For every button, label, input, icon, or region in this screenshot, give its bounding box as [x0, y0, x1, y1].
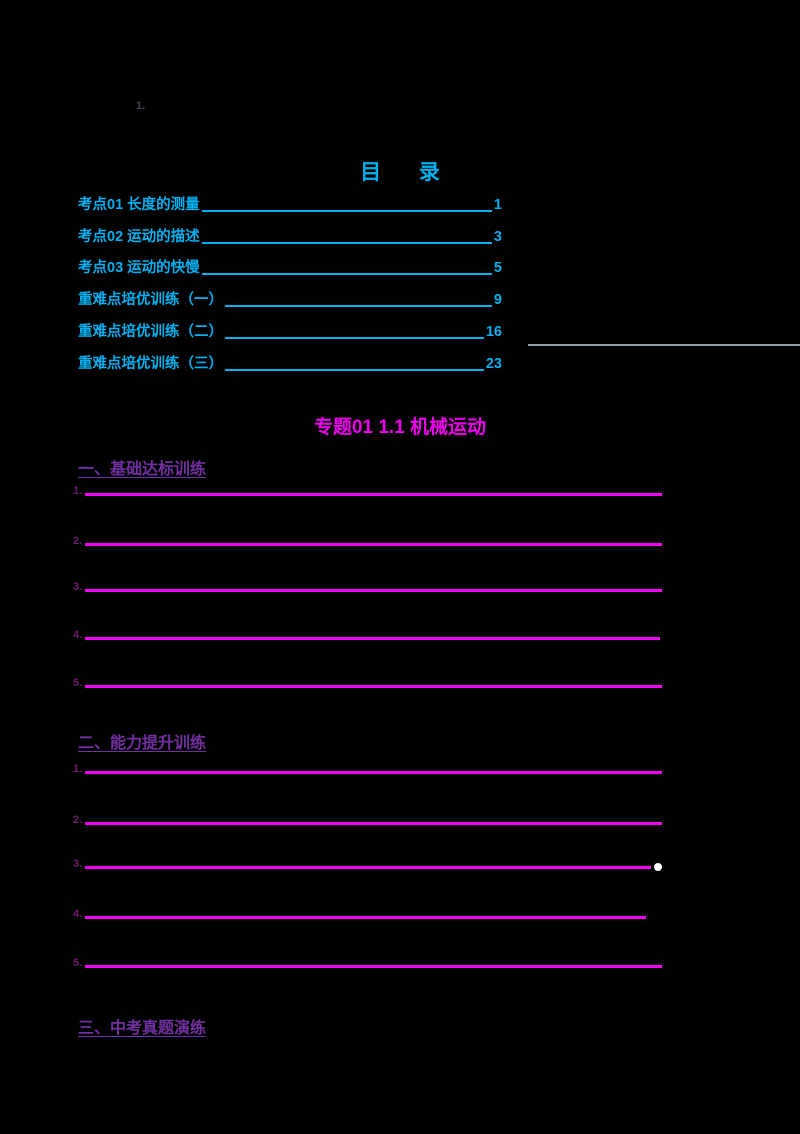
- toc-entry[interactable]: 重难点培优训练（三） 23: [78, 356, 502, 373]
- toc-page-number: 23: [485, 356, 502, 373]
- toc-leader-line: [201, 210, 492, 212]
- question-row: 3.: [73, 857, 652, 871]
- question-row: 5.: [73, 676, 663, 690]
- answer-blank-line: [85, 589, 663, 592]
- toc-entry[interactable]: 重难点培优训练（二） 16: [78, 324, 502, 341]
- toc-page-number: 1: [493, 197, 502, 214]
- toc-page-number: 9: [493, 292, 502, 309]
- toc-leader-line: [201, 242, 492, 244]
- question-number: 3.: [73, 858, 83, 870]
- toc-leader-line: [225, 337, 484, 339]
- answer-blank-line: [85, 965, 663, 968]
- question-number: 3.: [73, 581, 83, 593]
- answer-blank-line: [85, 771, 663, 774]
- toc-entry[interactable]: 重难点培优训练（一） 9: [78, 292, 502, 309]
- toc-page-number: 5: [493, 260, 502, 277]
- question-row: 2.: [73, 813, 663, 827]
- question-row: 4.: [73, 628, 661, 642]
- toc-entry-label: 考点01 长度的测量: [78, 197, 200, 214]
- toc-leader-line: [201, 273, 492, 275]
- question-number: 4.: [73, 908, 83, 920]
- question-row: 5.: [73, 956, 663, 970]
- gray-artifact-line: [528, 344, 800, 346]
- toc-entry[interactable]: 考点03 运动的快慢 5: [78, 260, 502, 277]
- question-row: 4.: [73, 907, 647, 921]
- question-number: 4.: [73, 629, 83, 641]
- white-dot-artifact: [654, 863, 662, 871]
- page-number-mark: 1.: [136, 100, 146, 112]
- toc-entry-label: 考点02 运动的描述: [78, 229, 200, 246]
- answer-blank-line: [85, 685, 663, 688]
- section-heading-3: 三、中考真题演练: [78, 1020, 207, 1037]
- toc-entry-label: 考点03 运动的快慢: [78, 260, 200, 277]
- toc-entry-label: 重难点培优训练（一）: [78, 292, 223, 309]
- answer-blank-line: [85, 493, 663, 496]
- toc-page-number: 16: [485, 324, 502, 341]
- question-number: 2.: [73, 535, 83, 547]
- toc-entry-label: 重难点培优训练（二）: [78, 324, 223, 341]
- toc-title: 目 录: [360, 161, 456, 184]
- question-row: 1.: [73, 484, 663, 498]
- answer-blank-line: [85, 822, 663, 825]
- answer-blank-line: [85, 916, 647, 919]
- answer-blank-line: [85, 637, 661, 640]
- question-number: 1.: [73, 485, 83, 497]
- section-heading-2: 二、能力提升训练: [78, 735, 207, 752]
- question-row: 1.: [73, 762, 663, 776]
- question-number: 5.: [73, 677, 83, 689]
- toc-leader-line: [225, 369, 484, 371]
- question-number: 2.: [73, 814, 83, 826]
- answer-blank-line: [85, 866, 652, 869]
- toc-entry[interactable]: 考点01 长度的测量 1: [78, 197, 502, 214]
- main-heading: 专题01 1.1 机械运动: [313, 417, 487, 438]
- answer-blank-line: [85, 543, 663, 546]
- toc-page-number: 3: [493, 229, 502, 246]
- section-heading-1: 一、基础达标训练: [78, 461, 207, 478]
- toc-leader-line: [225, 305, 492, 307]
- question-number: 5.: [73, 957, 83, 969]
- toc-entry-label: 重难点培优训练（三）: [78, 356, 223, 373]
- question-row: 3.: [73, 580, 663, 594]
- toc-entry[interactable]: 考点02 运动的描述 3: [78, 229, 502, 246]
- question-row: 2.: [73, 534, 663, 548]
- question-number: 1.: [73, 763, 83, 775]
